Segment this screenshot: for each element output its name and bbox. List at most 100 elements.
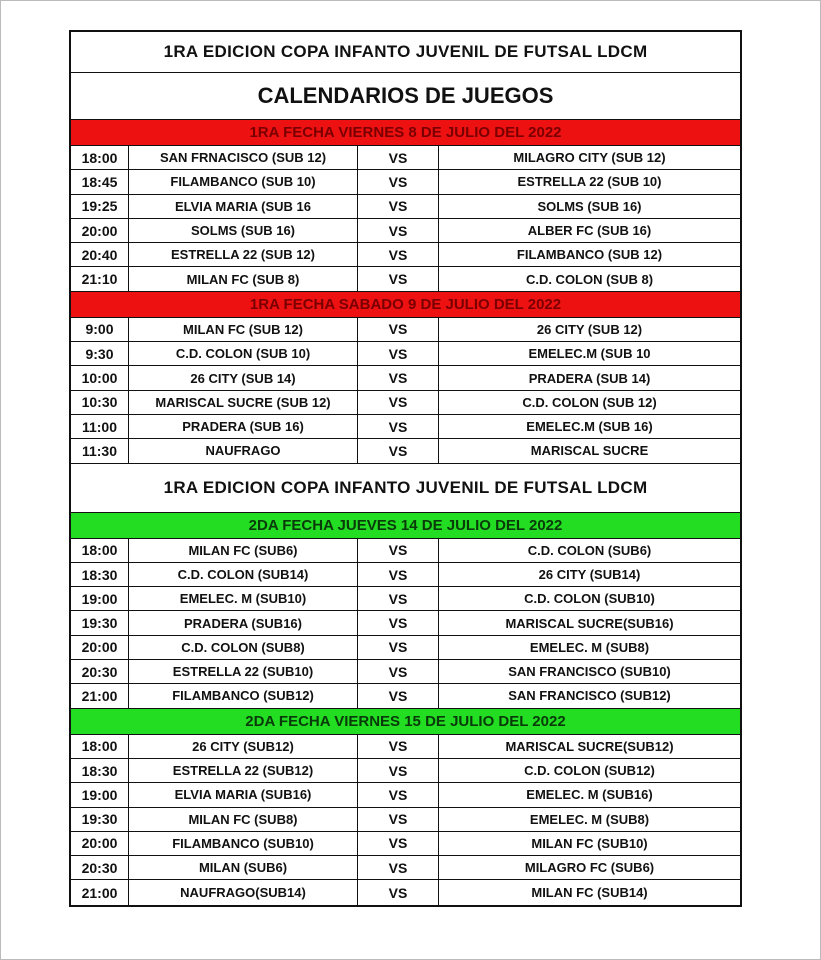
match-row: 20:40 ESTRELLA 22 (SUB 12) VS FILAMBANCO (S… — [71, 243, 740, 268]
vs-label: VS — [358, 414, 439, 439]
match-time: 11:30 — [71, 439, 129, 463]
home-team: PRADERA (SUB 16) — [129, 414, 358, 439]
match-time: 19:25 — [71, 194, 129, 218]
match-row: 19:30 PRADERA (SUB16) VS MARISCAL SUCRE(SUB… — [71, 611, 740, 636]
match-time: 9:00 — [71, 317, 129, 342]
match-row: 11:00 PRADERA (SUB 16) VS EMELEC.M (SUB 16) — [71, 414, 740, 440]
vs-label: VS — [358, 317, 439, 342]
match-time: 18:00 — [71, 734, 129, 758]
schedule-subtitle: CALENDARIOS DE JUEGOS — [71, 73, 740, 120]
home-team: ESTRELLA 22 (SUB12) — [129, 758, 358, 783]
match-row: 9:00 MILAN FC (SUB 12) VS 26 CITY (SUB 12) — [71, 317, 740, 343]
home-team: NAUFRAGO(SUB14) — [129, 880, 358, 905]
away-team: EMELEC. M (SUB16) — [526, 787, 653, 803]
vs-label: VS — [358, 831, 439, 856]
away-team: ALBER FC (SUB 16) — [527, 223, 652, 239]
match-row: 20:00 C.D. COLON (SUB8) VS EMELEC. M (SUB8) — [71, 635, 740, 661]
match-time: 21:00 — [71, 880, 129, 905]
vs-label: VS — [358, 684, 439, 708]
match-row: 19:30 MILAN FC (SUB8) VS EMELEC. M (SUB8) — [71, 807, 740, 832]
vs-label: VS — [358, 783, 439, 807]
home-team: C.D. COLON (SUB8) — [129, 635, 358, 660]
home-team: FILAMBANCO (SUB 10) — [129, 170, 358, 194]
match-time: 20:00 — [71, 635, 129, 660]
match-time: 18:00 — [71, 146, 129, 170]
vs-label: VS — [358, 194, 439, 218]
match-time: 18:45 — [71, 170, 129, 194]
away-team: EMELEC. M (SUB8) — [529, 639, 650, 655]
match-time: 21:00 — [71, 684, 129, 708]
vs-label: VS — [358, 758, 439, 783]
match-row: 21:00 NAUFRAGO(SUB14) VS MILAN FC (SUB14) — [71, 880, 740, 905]
match-time: 20:00 — [71, 831, 129, 856]
away-team: EMELEC.M (SUB 16) — [526, 419, 653, 435]
match-time: 10:00 — [71, 366, 129, 390]
away-team: FILAMBANCO (SUB 12) — [516, 247, 663, 263]
home-team: SAN FRNACISCO (SUB 12) — [129, 146, 358, 170]
match-row: 18:00 SAN FRNACISCO (SUB 12) VS MILAGRO CIT… — [71, 146, 740, 171]
match-time: 19:00 — [71, 783, 129, 807]
match-row: 10:30 MARISCAL SUCRE (SUB 12) VS C.D. COLON… — [71, 390, 740, 415]
away-team: 26 CITY (SUB14) — [538, 567, 641, 582]
away-team: SOLMS (SUB 16) — [537, 198, 642, 214]
match-row: 11:30 NAUFRAGO VS MARISCAL SUCRE — [71, 439, 740, 464]
away-team: C.D. COLON (SUB6) — [527, 542, 652, 558]
match-time: 19:30 — [71, 611, 129, 635]
away-team: MILAGRO CITY (SUB 12) — [513, 150, 666, 166]
section-header: 1RA FECHA VIERNES 8 DE JULIO DEL 2022 — [71, 120, 740, 146]
match-row: 18:00 26 CITY (SUB12) VS MARISCAL SUCRE(SUB… — [71, 734, 740, 759]
vs-label: VS — [358, 366, 439, 390]
vs-label: VS — [358, 390, 439, 414]
away-team: SAN FRANCISCO (SUB10) — [508, 664, 671, 680]
vs-label: VS — [358, 660, 439, 684]
vs-label: VS — [358, 439, 439, 463]
home-team: ESTRELLA 22 (SUB10) — [129, 660, 358, 684]
match-row: 19:25 ELVIA MARIA (SUB 16 VS SOLMS (SUB 16) — [71, 194, 740, 219]
match-row: 21:10 MILAN FC (SUB 8) VS C.D. COLON (SUB 8… — [71, 267, 740, 292]
match-row: 21:00 FILAMBANCO (SUB12) VS SAN FRANCISCO (… — [71, 684, 740, 709]
match-time: 21:10 — [71, 267, 129, 291]
vs-label: VS — [358, 635, 439, 660]
vs-label: VS — [358, 562, 439, 587]
away-team: C.D. COLON (SUB 12) — [522, 394, 657, 410]
vs-label: VS — [358, 880, 439, 905]
home-team: MILAN FC (SUB 8) — [129, 267, 358, 291]
home-team: ESTRELLA 22 (SUB 12) — [129, 243, 358, 267]
match-row: 18:30 C.D. COLON (SUB14) VS 26 CITY (SUB14) — [71, 562, 740, 588]
match-time: 19:00 — [71, 587, 129, 611]
away-team: MILAN FC (SUB14) — [531, 885, 648, 901]
vs-label: VS — [358, 734, 439, 758]
match-time: 9:30 — [71, 342, 129, 366]
schedule-sheet: 1RA EDICION COPA INFANTO JUVENIL DE FUTS… — [69, 30, 742, 907]
home-team: MARISCAL SUCRE (SUB 12) — [129, 390, 358, 414]
away-team: 26 CITY (SUB 12) — [536, 321, 643, 337]
match-row: 9:30 C.D. COLON (SUB 10) VS EMELEC.M (SUB 1… — [71, 342, 740, 367]
match-row: 18:00 MILAN FC (SUB6) VS C.D. COLON (SUB6) — [71, 538, 740, 563]
away-team: MARISCAL SUCRE(SUB12) — [505, 738, 674, 754]
match-row: 10:00 26 CITY (SUB 14) VS PRADERA (SUB 14) — [71, 366, 740, 391]
vs-label: VS — [358, 587, 439, 611]
match-time: 18:30 — [71, 758, 129, 783]
tournament-title: 1RA EDICION COPA INFANTO JUVENIL DE FUTS… — [71, 32, 740, 73]
match-row: 19:00 EMELEC. M (SUB10) VS C.D. COLON (SUB1… — [71, 587, 740, 612]
home-team: ELVIA MARIA (SUB 16 — [129, 194, 358, 218]
away-team: SAN FRANCISCO (SUB12) — [508, 688, 671, 704]
away-team: C.D. COLON (SUB12) — [524, 763, 655, 779]
match-row: 20:30 ESTRELLA 22 (SUB10) VS SAN FRANCISCO … — [71, 660, 740, 685]
home-team: FILAMBANCO (SUB12) — [129, 684, 358, 708]
home-team: MILAN FC (SUB6) — [129, 538, 358, 562]
match-time: 20:40 — [71, 243, 129, 267]
match-time: 20:00 — [71, 218, 129, 243]
home-team: 26 CITY (SUB 14) — [129, 366, 358, 390]
match-time: 10:30 — [71, 390, 129, 414]
section-header: 1RA FECHA SABADO 9 DE JULIO DEL 2022 — [71, 291, 740, 318]
away-team: MILAN FC (SUB10) — [531, 835, 648, 851]
vs-label: VS — [358, 267, 439, 291]
away-team: PRADERA (SUB 14) — [528, 370, 651, 386]
home-team: NAUFRAGO — [129, 439, 358, 463]
away-team: EMELEC. M (SUB8) — [529, 811, 650, 827]
away-team: MILAGRO FC (SUB6) — [524, 860, 655, 876]
away-team: C.D. COLON (SUB 8) — [525, 271, 654, 287]
home-team: C.D. COLON (SUB 10) — [129, 342, 358, 366]
home-team: MILAN FC (SUB8) — [129, 807, 358, 831]
